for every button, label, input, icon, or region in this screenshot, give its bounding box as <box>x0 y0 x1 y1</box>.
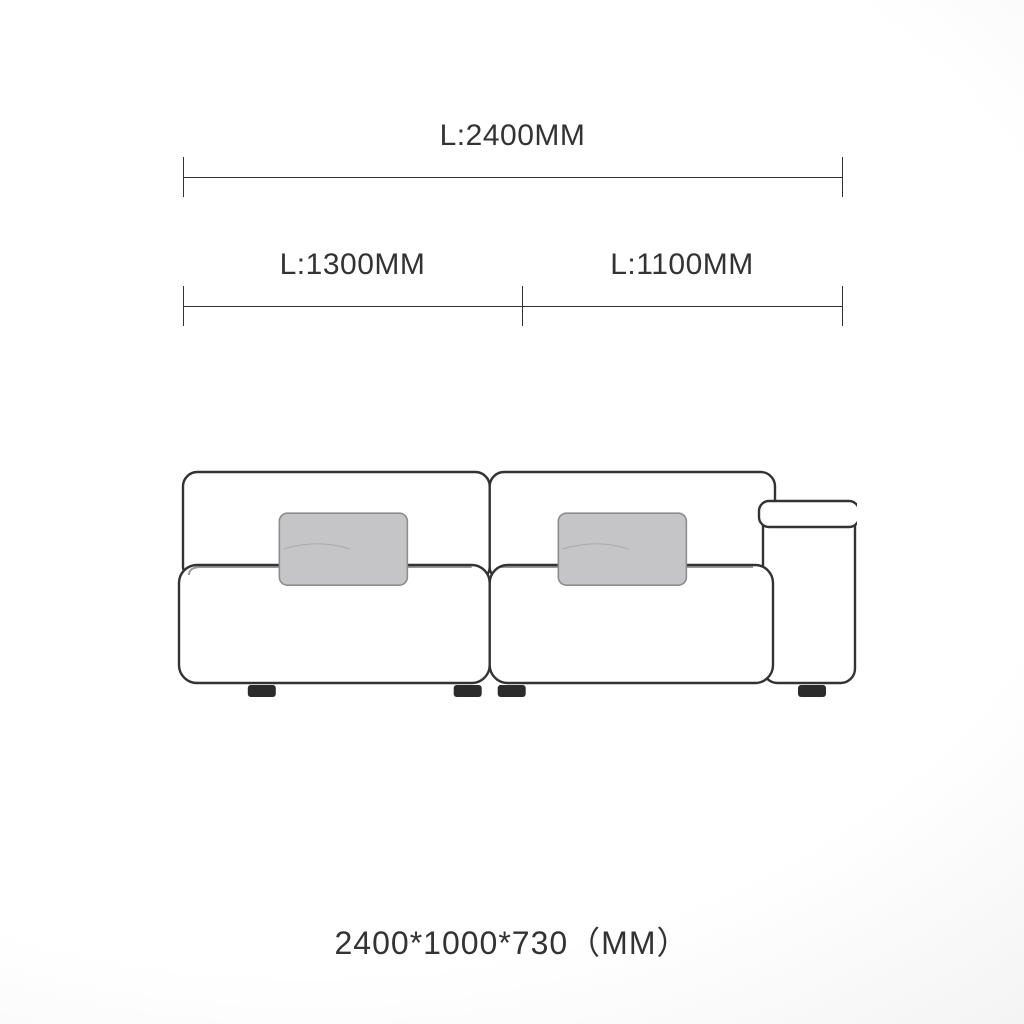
sofa-svg <box>177 470 857 710</box>
dimension-left-line <box>183 306 522 307</box>
dimension-summary: 2400*1000*730（MM） <box>335 918 690 964</box>
dimension-total-line <box>183 177 842 178</box>
dimension-right-label: L:1100MM <box>610 248 754 282</box>
dimension-total-tick-left <box>183 157 184 197</box>
dimension-left-label: L:1300MM <box>280 248 426 282</box>
dimension-right-tick-end <box>842 286 843 326</box>
dimension-right-line <box>522 306 842 307</box>
sofa-diagram <box>177 470 857 710</box>
dimension-total-label: L:2400MM <box>440 119 586 153</box>
dimension-total-tick-right <box>842 157 843 197</box>
dimension-left-tick-start <box>183 286 184 326</box>
